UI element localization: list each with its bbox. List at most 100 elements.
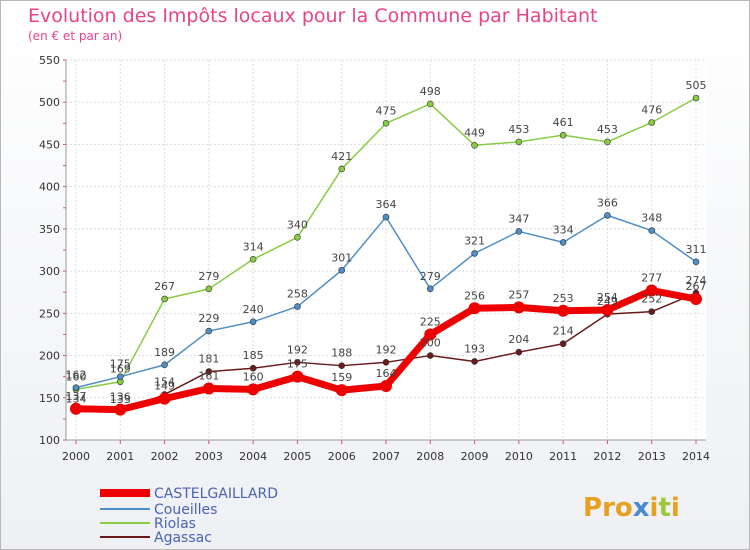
data-point <box>471 141 478 149</box>
data-point <box>202 382 215 395</box>
data-label: 164 <box>376 367 397 380</box>
data-label: 162 <box>66 369 87 382</box>
data-label: 334 <box>553 223 574 236</box>
data-label: 161 <box>198 369 219 382</box>
y-tick-label: 150 <box>39 392 60 405</box>
data-label: 160 <box>66 370 87 383</box>
legend-label: Riolas <box>154 516 196 532</box>
x-tick-label: 2013 <box>638 450 666 463</box>
data-label: 253 <box>553 292 574 305</box>
data-point <box>294 303 301 310</box>
data-point <box>205 368 213 375</box>
data-point <box>158 392 171 405</box>
x-tick-label: 2011 <box>549 450 577 463</box>
data-point <box>559 340 567 348</box>
data-point <box>515 348 523 356</box>
data-label: 314 <box>243 240 264 253</box>
x-tick-label: 2002 <box>151 450 179 463</box>
data-point <box>249 364 257 372</box>
data-point <box>249 255 257 263</box>
x-tick-label: 2010 <box>505 450 533 463</box>
logo-letter: t <box>658 493 670 523</box>
x-tick-label: 2014 <box>682 450 710 463</box>
data-label: 175 <box>287 358 308 371</box>
data-label: 348 <box>641 212 662 225</box>
data-point <box>70 402 82 415</box>
chart-subtitle: (en € et par an) <box>28 29 123 43</box>
data-point <box>648 119 656 126</box>
data-label: 453 <box>597 123 618 136</box>
x-tick-label: 2009 <box>461 450 489 463</box>
data-label: 229 <box>198 312 219 325</box>
legend-label: Agassac <box>154 530 212 546</box>
data-point <box>161 295 168 303</box>
data-label: 185 <box>243 349 264 362</box>
data-label: 258 <box>287 288 308 301</box>
data-label: 249 <box>597 295 618 308</box>
series-layer <box>70 94 702 416</box>
data-label: 461 <box>553 116 574 129</box>
data-label: 137 <box>66 390 87 403</box>
data-label: 277 <box>641 272 662 285</box>
data-point <box>559 131 567 139</box>
data-point <box>601 303 614 316</box>
y-tick-label: 250 <box>39 307 60 320</box>
data-point <box>338 266 346 274</box>
x-tick-label: 2012 <box>593 450 621 463</box>
data-point <box>338 165 346 173</box>
data-point <box>249 318 257 326</box>
data-point <box>559 239 567 246</box>
data-label: 421 <box>331 150 352 163</box>
data-point <box>205 327 213 335</box>
y-tick-label: 400 <box>39 181 60 194</box>
data-label: 267 <box>686 280 707 293</box>
logo-letter: i <box>671 493 680 523</box>
x-tick-label: 2001 <box>106 450 134 463</box>
chart-title: Evolution des Impôts locaux pour la Comm… <box>28 5 598 27</box>
y-tick-label: 300 <box>39 265 60 278</box>
data-label: 204 <box>508 333 529 346</box>
data-label: 159 <box>331 371 352 384</box>
data-label: 498 <box>420 85 441 98</box>
data-point <box>471 358 478 365</box>
data-label: 175 <box>110 358 131 371</box>
data-point <box>426 100 434 108</box>
data-point <box>471 250 478 257</box>
data-point <box>515 138 523 146</box>
x-tick-label: 2006 <box>328 450 356 463</box>
data-point <box>247 383 260 396</box>
data-point <box>512 301 525 314</box>
data-label: 225 <box>420 315 441 328</box>
logo-letter: i <box>650 493 659 523</box>
data-label: 505 <box>686 79 707 92</box>
data-label: 169 <box>110 363 131 376</box>
data-point <box>692 94 700 102</box>
data-point <box>515 228 523 235</box>
legend-label: Coueilles <box>154 502 217 518</box>
data-label: 301 <box>331 251 352 264</box>
data-label: 133 <box>110 393 131 406</box>
data-point <box>604 212 611 219</box>
y-tick-label: 350 <box>39 223 60 236</box>
data-label: 475 <box>376 104 397 117</box>
data-label: 181 <box>198 353 219 366</box>
data-label: 136 <box>110 391 131 404</box>
data-point <box>116 373 124 380</box>
data-point <box>380 379 392 392</box>
data-label: 192 <box>287 343 308 356</box>
x-tick-label: 2007 <box>372 450 400 463</box>
x-tick-label: 2003 <box>195 450 223 463</box>
data-label: 193 <box>464 342 485 355</box>
data-point <box>648 227 656 234</box>
data-label: 366 <box>597 196 618 209</box>
data-label: 321 <box>464 234 485 247</box>
data-label: 267 <box>154 280 175 293</box>
y-tick-label: 450 <box>39 138 60 151</box>
data-label: 252 <box>641 293 662 306</box>
data-label: 149 <box>154 380 175 393</box>
data-point <box>424 328 437 341</box>
data-label: 188 <box>331 347 352 360</box>
data-label: 257 <box>508 288 529 301</box>
